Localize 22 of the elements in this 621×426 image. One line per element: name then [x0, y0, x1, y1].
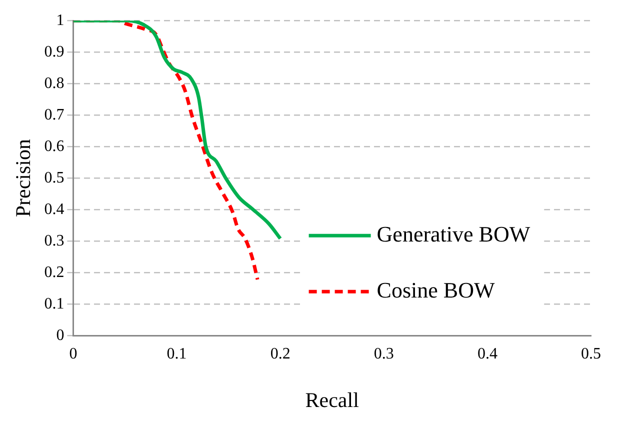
- y-tick-label: 0.6: [44, 138, 64, 155]
- y-tick-label: 0.7: [44, 106, 64, 124]
- y-tick-label: 0.4: [44, 200, 64, 218]
- x-tick-label: 0.1: [166, 345, 187, 362]
- y-tick-label: 0.8: [44, 74, 64, 92]
- legend-label: Cosine BOW: [376, 277, 495, 302]
- y-tick-label: 1: [56, 12, 64, 29]
- legend-label: Generative BOW: [376, 221, 530, 246]
- y-tick-label: 0.9: [44, 43, 64, 60]
- x-tick-label: 0.2: [270, 345, 290, 362]
- x-tick-label: 0.3: [374, 345, 394, 362]
- y-tick-label: 0.3: [44, 232, 64, 250]
- x-axis-title: Recall: [305, 388, 360, 412]
- y-tick-label: 0: [56, 326, 64, 344]
- x-tick-label: 0: [69, 345, 78, 362]
- y-axis-title: Precision: [11, 138, 36, 218]
- line-series: [73, 20, 282, 240]
- x-tick-label: 0.5: [581, 345, 601, 362]
- y-tick-label: 0.1: [44, 295, 64, 312]
- y-tick-label: 0.2: [44, 264, 64, 281]
- x-tick-label: 0.4: [477, 345, 498, 362]
- y-tick-label: 0.5: [44, 169, 64, 186]
